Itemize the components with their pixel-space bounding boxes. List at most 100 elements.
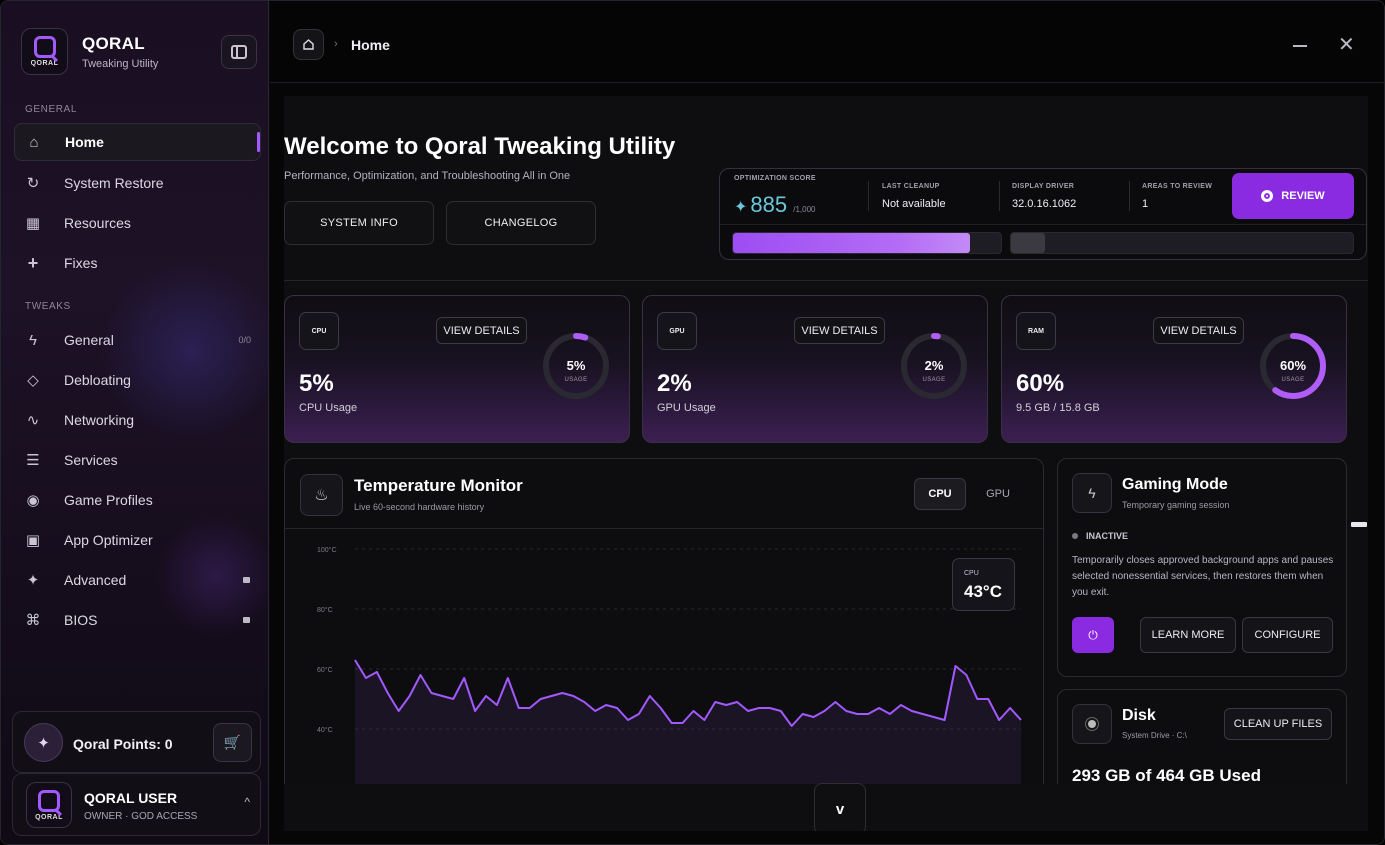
review-label: REVIEW [1281,190,1325,202]
disk-usage-text: 293 GB of 464 GB Used [1072,766,1261,785]
sidebar-item-advanced[interactable]: ✦ Advanced [14,561,261,599]
gpu-usage-ring [901,333,967,399]
configure-button[interactable]: CONFIGURE [1242,617,1333,653]
page-subtitle: Performance, Optimization, and Troublesh… [284,170,571,182]
cpu-view-details-button[interactable]: VIEW DETAILS [436,317,527,344]
divider [720,224,1366,225]
title-bar: › Home ✕ [270,1,1384,83]
sidebar-item-resources[interactable]: ▦ Resources [14,204,261,242]
sidebar-item-networking[interactable]: ∿ Networking [14,401,261,439]
sparkle-icon: ✦ [24,723,63,762]
gpu-chip: GPU [657,312,697,350]
areas-review-value: 1 [1142,198,1149,210]
clean-up-files-button[interactable]: CLEAN UP FILES [1224,708,1332,740]
plus-icon: + [27,252,39,273]
score-progress-fill [733,233,971,253]
command-icon: ⌘ [25,612,41,629]
system-info-button[interactable]: SYSTEM INFO [284,201,434,245]
secondary-progress-fill [1011,233,1046,253]
points-label: Qoral Points: 0 [73,736,173,752]
close-button[interactable]: ✕ [1338,32,1355,57]
ram-usage-card: RAM VIEW DETAILS 60% 9.5 GB / 15.8 GB 60… [1001,295,1347,443]
display-driver-label: DISPLAY DRIVER [1012,183,1075,190]
scroll-down-button[interactable]: v [814,783,866,831]
tab-gpu[interactable]: GPU [986,488,1010,500]
diamond-icon: ◇ [27,372,39,389]
sidebar-item-label: Game Profiles [64,492,153,508]
learn-more-button[interactable]: LEARN MORE [1140,617,1236,653]
section-tweaks-label: TWEAKS [25,301,71,312]
cpu-usage-card: CPU VIEW DETAILS 5% CPU Usage 5% USAGE [284,295,630,443]
temperature-line [354,659,1022,727]
gaming-mode-card: ϟ Gaming Mode Temporary gaming session I… [1057,458,1347,677]
gpu-usage-value: 2% [657,370,692,397]
collapse-sidebar-button[interactable] [221,35,257,69]
chevron-up-icon: ^ [244,795,250,809]
ram-usage-label: 9.5 GB / 15.8 GB [1016,402,1100,414]
sidebar-item-label: Fixes [64,255,98,271]
home-button[interactable] [293,29,324,60]
divider [284,280,1368,281]
minimize-button[interactable] [1293,45,1307,47]
secondary-progress-bar [1010,232,1354,254]
temperature-subtitle: Live 60-second hardware history [354,502,485,512]
temperature-monitor-card: ♨ Temperature Monitor Live 60-second har… [284,458,1044,831]
sidebar-item-app-optimizer[interactable]: ▣ App Optimizer [14,521,261,559]
user-card[interactable]: QORAL QORAL USER OWNER · GOD ACCESS ^ [12,773,261,836]
ram-view-details-button[interactable]: VIEW DETAILS [1153,317,1244,344]
sidebar-item-general[interactable]: ϟ General 0/0 [14,321,261,359]
changelog-button[interactable]: CHANGELOG [446,201,596,245]
divider [1129,181,1130,211]
sidebar-item-debloating[interactable]: ◇ Debloating [14,361,261,399]
score-progress-bar [732,232,1002,254]
gaming-mode-power-button[interactable]: ⏻ [1072,617,1114,653]
sidebar-item-game-profiles[interactable]: ◉ Game Profiles [14,481,261,519]
sidebar-item-home[interactable]: ⌂ Home [14,123,261,161]
sparkle-icon: ✦ [734,199,748,216]
sidebar-item-label: Advanced [64,572,127,588]
sidebar-item-label: Debloating [64,372,131,388]
page-title: Welcome to Qoral Tweaking Utility [284,133,676,160]
dashboard-panel: Welcome to Qoral Tweaking Utility Perfor… [284,96,1368,831]
general-count-badge: 0/0 [238,335,251,345]
sidebar-item-label: Resources [64,215,131,231]
sidebar-item-system-restore[interactable]: ↻ System Restore [14,164,261,202]
home-icon [303,39,314,50]
tooltip-label: CPU [964,570,979,577]
app-logo: QORAL [21,28,68,75]
gpu-ring-sub: USAGE [922,377,946,383]
section-general-label: GENERAL [25,104,77,115]
sidebar-item-fixes[interactable]: + Fixes [14,244,261,282]
tab-cpu[interactable]: CPU [914,478,966,510]
ram-usage-ring [1260,333,1326,399]
cpu-chip: CPU [299,312,339,350]
user-role: OWNER · GOD ACCESS [84,811,198,822]
cpu-usage-label: CPU Usage [299,402,358,414]
scrollbar-thumb[interactable] [1351,522,1367,527]
close-icon: ✕ [1338,34,1355,56]
shop-button[interactable]: 🛒 [213,723,252,762]
ram-ring-percent: 60% [1279,358,1307,373]
bolt-icon: ϟ [1072,473,1112,513]
y-tick-label: 100°C [317,546,337,554]
cpu-usage-value: 5% [299,370,334,397]
gpu-view-details-button[interactable]: VIEW DETAILS [794,317,885,344]
cpu-ring-percent: 5% [566,358,586,373]
sidebar-item-label: Services [64,452,118,468]
temperature-title: Temperature Monitor [354,476,523,495]
status-dot [1072,533,1078,539]
gear-icon [1261,190,1274,202]
sidebar-toggle-icon [231,45,247,59]
sidebar-item-services[interactable]: ☰ Services [14,441,261,479]
gpu-usage-card: GPU VIEW DETAILS 2% GPU Usage 2% USAGE [642,295,988,443]
sidebar-item-label: System Restore [64,175,164,191]
cpu-usage-ring [543,333,609,399]
lock-icon [243,617,250,623]
y-tick-label: 60°C [317,666,333,674]
sidebar-item-bios[interactable]: ⌘ BIOS [14,601,261,639]
gaming-mode-title: Gaming Mode [1122,476,1228,493]
review-button[interactable]: REVIEW [1232,173,1354,219]
grid-icon: ▦ [25,215,41,232]
home-icon: ⌂ [29,133,39,151]
